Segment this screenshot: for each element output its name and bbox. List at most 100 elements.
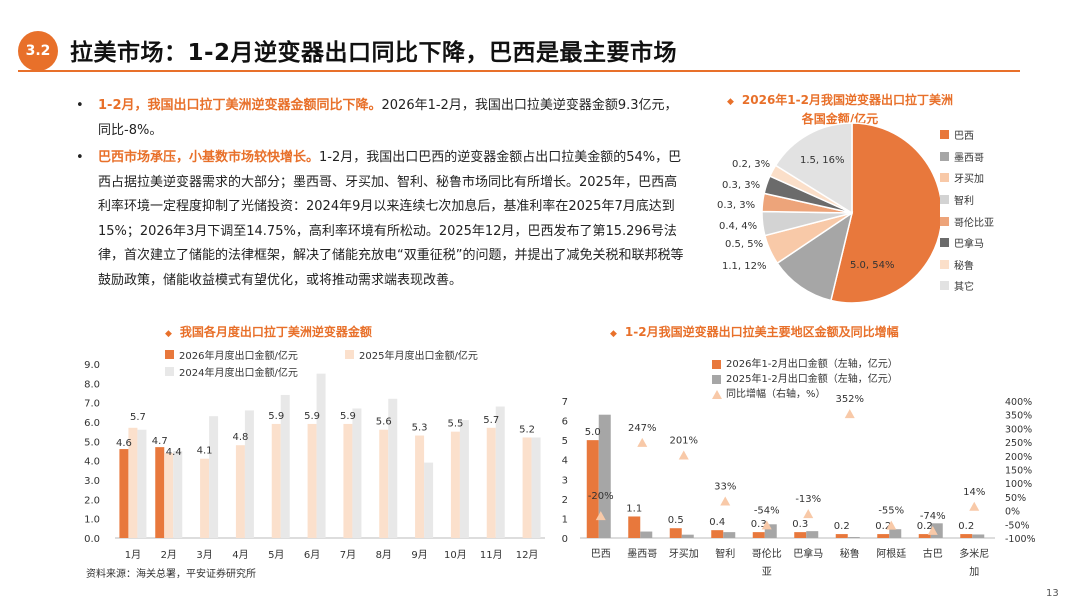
bar xyxy=(889,529,902,538)
bullet-list: • 1-2月，我国出口拉丁美洲逆变器金额同比下降。2026年1-2月，我国出口拉… xyxy=(76,94,686,296)
growth-marker xyxy=(969,501,980,511)
bar xyxy=(806,531,819,538)
bar xyxy=(794,532,807,538)
bar xyxy=(173,451,183,538)
bar xyxy=(200,458,210,538)
data-label: 5.0 xyxy=(585,427,601,438)
data-label: 0.4 xyxy=(709,517,725,528)
legend-swatch xyxy=(940,216,949,226)
bar xyxy=(531,437,541,538)
legend-item: 2025年月度出口金额/亿元 xyxy=(345,347,478,362)
region-chart-title: ◆ 1-2月我国逆变器出口拉美主要地区金额及同比增幅 xyxy=(610,323,899,340)
x-tick-label: 牙买加 xyxy=(669,548,699,560)
x-tick-label: 7月 xyxy=(340,549,356,561)
pie-data-label: 5.0, 54% xyxy=(850,260,895,271)
legend-swatch xyxy=(940,238,949,248)
bar xyxy=(235,445,245,538)
bar xyxy=(343,423,353,538)
x-tick-label: 秘鲁 xyxy=(840,547,860,560)
growth-marker xyxy=(927,525,938,535)
y-tick-label: 5.0 xyxy=(84,437,100,448)
bullet-item: • 1-2月，我国出口拉丁美洲逆变器金额同比下降。2026年1-2月，我国出口拉… xyxy=(76,94,686,143)
y-tick-label: 7.0 xyxy=(84,399,100,410)
legend-label: 2026年月度出口金额/亿元 xyxy=(179,351,298,362)
bar xyxy=(128,427,138,538)
data-label: 5.9 xyxy=(340,411,356,422)
y-tick-label-left: 2 xyxy=(562,495,568,506)
growth-label: 14% xyxy=(963,487,985,498)
legend-label: 2025年月度出口金额/亿元 xyxy=(359,351,478,362)
bar xyxy=(711,530,724,538)
y-tick-label-left: 6 xyxy=(562,417,568,428)
growth-label: -74% xyxy=(920,511,946,522)
legend-item: 2024年月度出口金额/亿元 xyxy=(165,364,555,379)
pie-legend-label: 牙买加 xyxy=(954,174,984,186)
bar xyxy=(244,410,254,538)
y-tick-label-left: 0 xyxy=(562,534,568,545)
data-label: 4.1 xyxy=(197,446,213,457)
y-tick-label: 9.0 xyxy=(84,360,100,371)
bar xyxy=(415,435,425,538)
y-tick-label: 8.0 xyxy=(84,379,100,390)
data-label: 4.8 xyxy=(232,432,248,443)
y-tick-label: 0.0 xyxy=(84,534,100,545)
section-badge: 3.2 xyxy=(18,31,58,71)
growth-label: -54% xyxy=(754,505,780,516)
growth-marker xyxy=(886,520,897,530)
pie-legend-item: 巴拿马 xyxy=(940,232,994,254)
bar xyxy=(669,528,682,538)
triangle-icon xyxy=(712,390,722,399)
bullet-highlight: 巴西市场承压，小基数市场较快增长。 xyxy=(98,150,320,165)
pie-legend-label: 秘鲁 xyxy=(954,260,974,272)
y-tick-label-right: -100% xyxy=(1005,534,1036,545)
growth-marker xyxy=(761,520,772,530)
x-tick-label: 哥伦比 xyxy=(752,547,782,560)
legend-swatch xyxy=(940,151,949,161)
bar xyxy=(137,429,147,538)
bar xyxy=(271,423,281,538)
bar xyxy=(486,427,496,538)
pie-legend-label: 墨西哥 xyxy=(954,152,984,164)
y-tick-label: 2.0 xyxy=(84,495,100,506)
x-tick-label: 亚 xyxy=(762,567,772,578)
bar xyxy=(316,373,326,538)
data-label: 5.2 xyxy=(519,424,535,435)
legend-swatch xyxy=(712,375,721,384)
legend-label: 2025年1-2月出口金额（左轴，亿元） xyxy=(726,374,898,385)
data-label: 5.7 xyxy=(130,412,146,423)
page-number: 13 xyxy=(1046,588,1059,599)
bar xyxy=(835,534,848,538)
data-label: 5.3 xyxy=(412,423,428,434)
bar xyxy=(681,534,694,538)
data-label: 5.7 xyxy=(483,415,499,426)
bullet-text: 1-2月，我国出口巴西的逆变器金额占出口拉美金额的54%，巴西占据拉美逆变器需求… xyxy=(98,150,684,288)
data-label: 0.2 xyxy=(834,521,850,532)
x-tick-label: 多米尼 xyxy=(959,547,989,560)
pie-chart-title: ◆ 2026年1-2月我国逆变器出口拉丁美洲 各国金额/亿元 xyxy=(690,92,990,128)
monthly-chart-legend: 2026年月度出口金额/亿元 2025年月度出口金额/亿元 2024年月度出口金… xyxy=(165,347,555,379)
pie-legend-item: 秘鲁 xyxy=(940,254,994,276)
data-label: 4.6 xyxy=(116,438,132,449)
bar xyxy=(752,532,765,538)
pie-legend-label: 哥伦比亚 xyxy=(954,217,994,229)
bullet-text: 2026年1-2月，我国出口拉美逆变器金额9.3亿元，同比-8%。 xyxy=(98,98,678,138)
y-tick-label-right: 350% xyxy=(1005,411,1032,422)
bar xyxy=(164,452,174,538)
diamond-icon: ◆ xyxy=(610,329,617,339)
monthly-chart-title-text: 我国各月度出口拉丁美洲逆变器金额 xyxy=(179,325,372,339)
bar xyxy=(119,449,129,538)
legend-swatch xyxy=(940,173,949,183)
data-label: 0.5 xyxy=(668,515,684,526)
pie-legend-item: 牙买加 xyxy=(940,167,994,189)
growth-label: -55% xyxy=(878,506,904,517)
x-tick-label: 加 xyxy=(969,566,979,578)
legend-item: 2026年1-2月出口金额（左轴，亿元） xyxy=(712,357,898,372)
legend-swatch xyxy=(940,130,949,140)
y-tick-label: 1.0 xyxy=(84,515,100,526)
legend-swatch xyxy=(345,350,354,359)
pie-title-line2: 各国金额/亿元 xyxy=(801,112,879,126)
growth-label: 201% xyxy=(669,436,698,447)
growth-marker xyxy=(678,450,689,460)
bar xyxy=(918,534,931,538)
y-tick-label-right: 100% xyxy=(1005,479,1032,490)
